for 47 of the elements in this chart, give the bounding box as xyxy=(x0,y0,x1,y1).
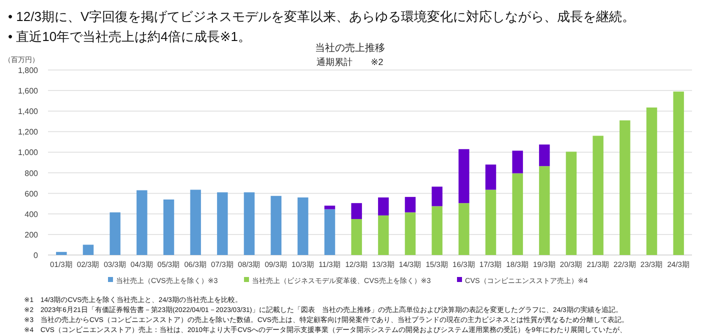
bar xyxy=(298,197,308,255)
y-tick-label: 1,600 xyxy=(18,86,39,96)
bar xyxy=(646,108,658,255)
bar xyxy=(110,212,120,255)
bar xyxy=(378,197,389,216)
y-tick-label: 1,000 xyxy=(18,148,39,158)
y-tick-label: 1,800 xyxy=(18,66,39,75)
bar xyxy=(512,150,523,174)
y-tick-label: 400 xyxy=(24,210,39,219)
bar xyxy=(485,190,496,255)
bar xyxy=(432,186,442,206)
text: • 直近10年で当社売上は約4倍に成長※1。 xyxy=(8,29,251,44)
y-tick-label: 200 xyxy=(24,230,39,240)
bar xyxy=(378,215,389,255)
chart-title: 当社の売上推移 xyxy=(315,42,385,54)
text: • 12/3期に、V字回復を掲げてビジネスモデルを変革以来、あらゆる環境変化に対応しながら、成長を継続。 xyxy=(8,9,636,24)
bar xyxy=(673,92,684,255)
y-tick-label: 1,400 xyxy=(18,107,39,116)
bar xyxy=(539,144,550,166)
bar xyxy=(485,164,496,190)
bar xyxy=(432,206,442,255)
bar xyxy=(82,244,94,255)
bar xyxy=(190,190,201,255)
bar xyxy=(324,209,336,255)
bar xyxy=(56,252,67,255)
bar xyxy=(404,196,416,212)
bar xyxy=(163,200,174,255)
bar xyxy=(458,149,470,204)
bar xyxy=(512,173,523,255)
y-tick-label: 800 xyxy=(24,168,39,178)
bar xyxy=(244,192,255,255)
bar xyxy=(539,166,550,255)
bar xyxy=(217,192,228,255)
bar xyxy=(351,203,362,220)
bar xyxy=(351,219,362,255)
y-tick-label: 1,200 xyxy=(18,128,39,137)
bar xyxy=(136,190,148,255)
bar xyxy=(566,152,577,255)
bar xyxy=(620,120,630,255)
bar xyxy=(270,196,282,255)
bar xyxy=(404,212,416,255)
y-tick-label: 600 xyxy=(24,189,39,198)
chart-subtitle: 通期累計 ※2 xyxy=(316,57,384,67)
bar xyxy=(458,203,470,255)
y-tick-label: 0 xyxy=(34,251,39,260)
bar xyxy=(324,206,336,210)
bar xyxy=(592,136,604,255)
